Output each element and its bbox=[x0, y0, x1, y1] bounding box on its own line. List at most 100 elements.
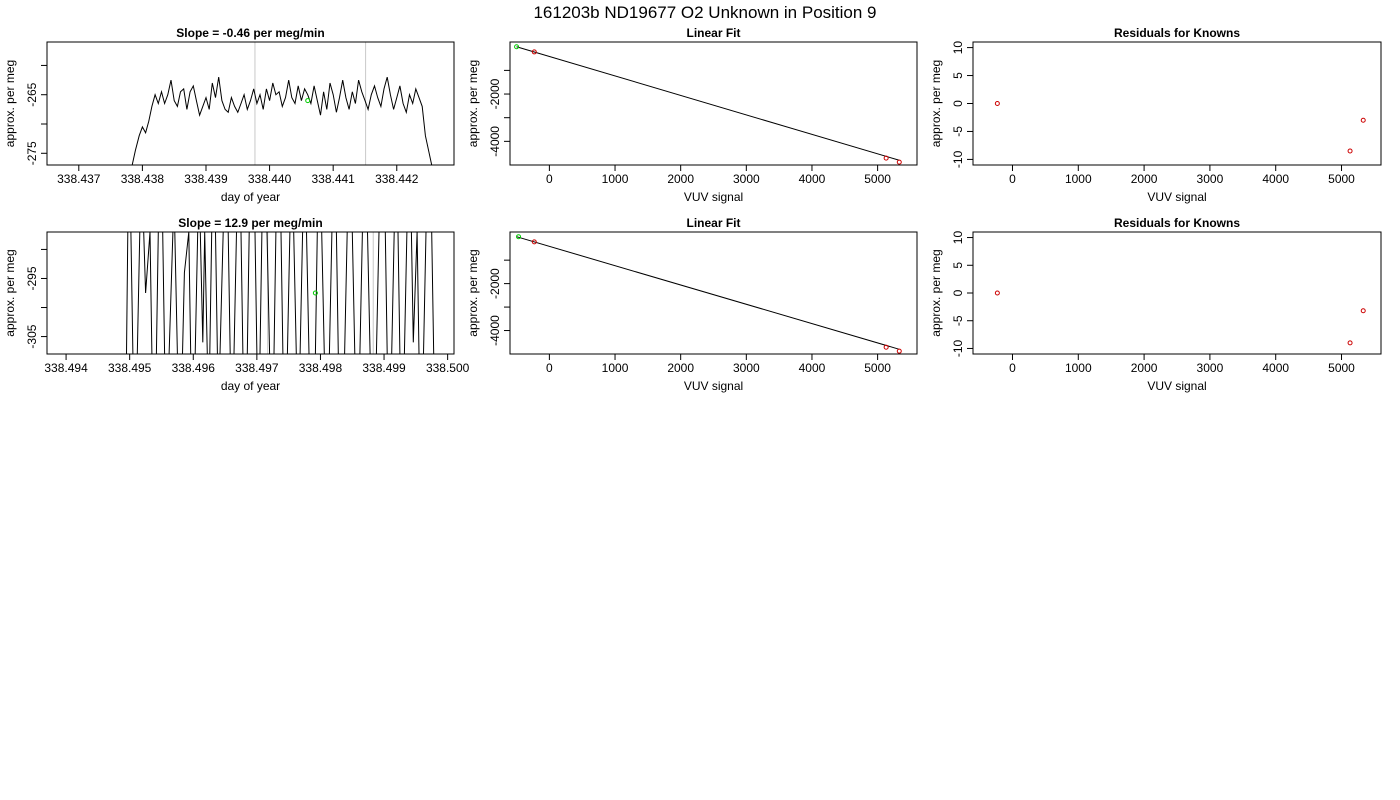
upper-middle-x-tick-label-4: 4000 bbox=[799, 172, 826, 186]
lower-middle-known-point-1 bbox=[883, 344, 889, 350]
lower-right-x-tick-label-0: 0 bbox=[1009, 361, 1016, 375]
upper-right-x-axis-label: VUV signal bbox=[1147, 190, 1206, 204]
lower-middle-title: Linear Fit bbox=[686, 216, 740, 230]
upper-middle-x-tick-label-3: 3000 bbox=[733, 172, 760, 186]
upper-right-y-axis-label: approx. per meg bbox=[929, 60, 943, 147]
lower-right-panel: Residuals for Knowns 0 1000 2000 3000 4000 500… bbox=[929, 216, 1382, 393]
lower-left-x-tick-label-5: 338.499 bbox=[362, 361, 406, 375]
upper-right-y-tick-label-3: 5 bbox=[951, 72, 965, 79]
upper-right-residual-point-1 bbox=[1347, 148, 1353, 154]
upper-left-title: Slope = -0.46 per meg/min bbox=[176, 26, 324, 40]
upper-middle-y-axis-label: approx. per meg bbox=[466, 60, 480, 147]
upper-right-title: Residuals for Knowns bbox=[1114, 26, 1240, 40]
lower-left-x-tick-label-4: 338.498 bbox=[299, 361, 343, 375]
upper-left-marker-point bbox=[305, 98, 311, 104]
lower-left-x-tick-label-3: 338.497 bbox=[235, 361, 279, 375]
upper-left-x-tick-label-3: 338.440 bbox=[248, 172, 292, 186]
upper-left-plot-area bbox=[131, 76, 433, 165]
lower-right-x-tick-label-1: 1000 bbox=[1065, 361, 1092, 375]
lower-middle-x-axis-label: VUV signal bbox=[684, 379, 743, 393]
lower-left-marker-point bbox=[312, 290, 318, 296]
upper-right-y-tick-label-2: 0 bbox=[951, 100, 965, 107]
upper-left-y-axis-label: approx. per meg bbox=[3, 60, 17, 147]
lower-middle-frame bbox=[509, 231, 918, 355]
upper-right-x-tick-label-4: 4000 bbox=[1262, 172, 1289, 186]
lower-right-y-tick-label-0: -10 bbox=[951, 339, 965, 357]
upper-left-panel: Slope = -0.46 per meg/min 338.437 338.438 3… bbox=[3, 26, 455, 204]
upper-middle-x-tick-label-1: 1000 bbox=[602, 172, 629, 186]
lower-middle-x-tick-label-5: 5000 bbox=[864, 361, 891, 375]
lower-left-y-tick-label-0: -305 bbox=[25, 324, 39, 348]
lower-right-y-tick-label-4: 10 bbox=[951, 231, 965, 245]
upper-middle-title: Linear Fit bbox=[686, 26, 740, 40]
lower-middle-y-axis-label: approx. per meg bbox=[466, 249, 480, 336]
lower-right-residual-point-0 bbox=[994, 290, 1000, 296]
lower-middle-x-tick-label-0: 0 bbox=[546, 361, 553, 375]
upper-left-x-tick-label-2: 338.439 bbox=[184, 172, 228, 186]
lower-right-plot-area bbox=[994, 290, 1366, 346]
lower-middle-plot-area bbox=[516, 234, 902, 354]
upper-left-series-line-0 bbox=[131, 76, 433, 165]
lower-left-x-tick-label-0: 338.494 bbox=[44, 361, 88, 375]
lower-right-y-tick-label-2: 0 bbox=[951, 289, 965, 296]
panels: Slope = -0.46 per meg/min 338.437 338.438 3… bbox=[3, 26, 1382, 393]
upper-left-y-tick-label-0: -275 bbox=[25, 141, 39, 165]
lower-right-residual-point-2 bbox=[1360, 308, 1366, 314]
lower-right-x-tick-label-5: 5000 bbox=[1328, 361, 1355, 375]
upper-middle-x-axis-label: VUV signal bbox=[684, 190, 743, 204]
lower-right-x-tick-label-3: 3000 bbox=[1197, 361, 1224, 375]
lower-left-x-tick-label-6: 338.500 bbox=[426, 361, 470, 375]
upper-middle-panel: Linear Fit 0 1000 2000 3000 4000 5000 -4000 -200… bbox=[466, 26, 918, 204]
upper-right-residual-point-2 bbox=[1360, 117, 1366, 123]
upper-right-panel: Residuals for Knowns 0 1000 2000 3000 4000 500… bbox=[929, 26, 1382, 204]
lower-left-series-line-0 bbox=[126, 232, 439, 354]
lower-right-residual-point-1 bbox=[1347, 340, 1353, 346]
upper-middle-frame bbox=[509, 41, 918, 166]
upper-middle-known-point-2 bbox=[896, 159, 902, 165]
upper-left-x-axis-label: day of year bbox=[221, 190, 280, 204]
upper-right-y-tick-label-1: -5 bbox=[951, 126, 965, 137]
upper-left-x-tick-label-5: 338.442 bbox=[375, 172, 419, 186]
upper-right-y-tick-label-4: 10 bbox=[951, 41, 965, 55]
upper-middle-x-tick-label-2: 2000 bbox=[667, 172, 694, 186]
figure-title: 161203b ND19677 O2 Unknown in Position 9 bbox=[533, 3, 876, 22]
lower-middle-x-tick-label-4: 4000 bbox=[799, 361, 826, 375]
lower-middle-x-tick-label-2: 2000 bbox=[667, 361, 694, 375]
lower-middle-unknown-point-0 bbox=[516, 234, 522, 240]
upper-left-frame bbox=[46, 41, 455, 166]
upper-middle-x-tick-label-5: 5000 bbox=[864, 172, 891, 186]
upper-left-x-tick-label-1: 338.438 bbox=[121, 172, 165, 186]
upper-right-residual-point-0 bbox=[994, 101, 1000, 106]
lower-right-y-axis-label: approx. per meg bbox=[929, 249, 943, 336]
lower-left-y-axis-label: approx. per meg bbox=[3, 249, 17, 336]
lower-middle-panel: Linear Fit 0 1000 2000 3000 4000 5000 -4000 -200… bbox=[466, 216, 918, 393]
lower-right-y-tick-label-1: -5 bbox=[951, 315, 965, 326]
lower-middle-fit-line bbox=[516, 236, 900, 350]
lower-right-x-tick-label-4: 4000 bbox=[1262, 361, 1289, 375]
lower-middle-known-point-0 bbox=[531, 239, 537, 245]
lower-right-title: Residuals for Knowns bbox=[1114, 216, 1240, 230]
upper-right-x-tick-label-3: 3000 bbox=[1197, 172, 1224, 186]
upper-left-x-tick-label-4: 338.441 bbox=[311, 172, 355, 186]
lower-left-frame bbox=[46, 231, 455, 355]
upper-middle-plot-area bbox=[514, 44, 902, 165]
lower-middle-x-tick-label-1: 1000 bbox=[602, 361, 629, 375]
lower-middle-known-point-2 bbox=[896, 348, 902, 354]
lower-middle-y-tick-label-0: -4000 bbox=[488, 315, 502, 346]
lower-right-x-axis-label: VUV signal bbox=[1147, 379, 1206, 393]
lower-left-x-tick-label-2: 338.496 bbox=[172, 361, 216, 375]
upper-left-y-tick-label-2: -265 bbox=[25, 82, 39, 106]
upper-left-x-tick-label-0: 338.437 bbox=[57, 172, 101, 186]
lower-middle-x-tick-label-3: 3000 bbox=[733, 361, 760, 375]
lower-left-x-axis-label: day of year bbox=[221, 379, 280, 393]
upper-right-x-tick-label-1: 1000 bbox=[1065, 172, 1092, 186]
upper-right-y-tick-label-0: -10 bbox=[951, 150, 965, 168]
upper-right-x-tick-label-0: 0 bbox=[1009, 172, 1016, 186]
upper-middle-fit-line bbox=[516, 46, 900, 161]
lower-left-panel: Slope = 12.9 per meg/min 338.494 338.495 33… bbox=[3, 216, 470, 393]
upper-middle-known-point-0 bbox=[531, 49, 537, 55]
lower-left-x-tick-label-1: 338.495 bbox=[108, 361, 152, 375]
upper-middle-x-tick-label-0: 0 bbox=[546, 172, 553, 186]
lower-right-x-tick-label-2: 2000 bbox=[1131, 361, 1158, 375]
